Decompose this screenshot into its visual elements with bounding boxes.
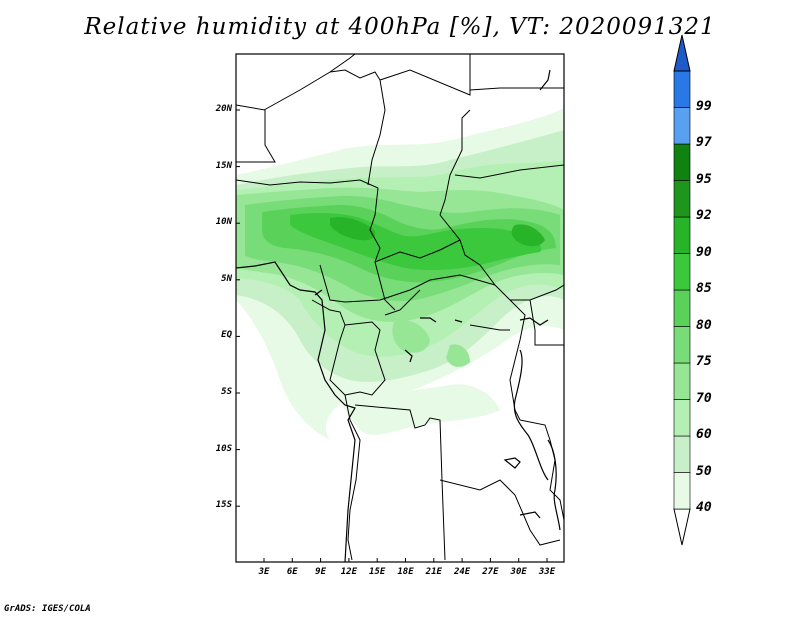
colorbar-segment <box>673 399 691 437</box>
longitude-label: 15E <box>369 567 386 577</box>
humidity-shading <box>236 108 564 440</box>
longitude-label: 33E <box>538 567 556 577</box>
colorbar-segment <box>673 216 691 254</box>
colorbar-upper-triangle <box>673 34 691 72</box>
colorbar-level-label: 60 <box>696 427 712 442</box>
longitude-label: 6E <box>286 567 298 577</box>
latitude-label: 5N <box>221 273 232 284</box>
humidity-area-92b <box>511 224 545 247</box>
humidity-area-92 <box>330 217 376 241</box>
humidity-area-75b <box>392 319 430 353</box>
grads-credit: GrADS: IGES/COLA <box>4 604 91 614</box>
humidity-area-40b <box>340 384 500 435</box>
colorbar-segment <box>673 180 691 218</box>
colorbar-level-label: 99 <box>696 98 712 114</box>
colorbar-segment <box>673 253 691 291</box>
map-title: Relative humidity at 400hPa [%], VT: 202… <box>84 14 716 40</box>
colorbar-level-label: 80 <box>696 317 712 333</box>
colorbar-level-label: 70 <box>696 390 712 406</box>
latitude-label: 10S <box>215 443 232 454</box>
colorbar-lower-triangle <box>673 508 691 546</box>
latitude-ticks <box>236 109 240 507</box>
longitude-ticks <box>263 558 548 562</box>
longitude-label: 24E <box>453 567 471 577</box>
longitude-label: 9E <box>315 567 327 577</box>
colorbar-segment <box>673 435 691 473</box>
longitude-label: 18E <box>397 567 414 577</box>
latitude-label: 20N <box>215 104 232 114</box>
map-frame <box>235 53 565 563</box>
colorbar-segment <box>673 472 691 510</box>
colorbar-level-label: 85 <box>696 281 712 296</box>
longitude-label: 30E <box>510 567 527 577</box>
longitude-label: 3E <box>258 567 270 577</box>
coastlines <box>236 69 561 562</box>
colorbar-level-label: 40 <box>696 500 712 515</box>
colorbar-segment <box>673 107 691 145</box>
colorbar-segment <box>673 70 691 108</box>
colorbar-segment <box>673 326 691 364</box>
colorbar-level-label: 97 <box>696 135 712 150</box>
longitude-label: 12E <box>340 567 358 577</box>
colorbar <box>673 34 691 546</box>
colorbar-level-label: 92 <box>696 208 712 223</box>
colorbar-level-label: 95 <box>696 171 712 187</box>
colorbar-level-label: 90 <box>696 244 712 260</box>
latitude-label: 10N <box>215 217 232 228</box>
latitude-label: 5S <box>221 387 232 397</box>
longitude-label: 21E <box>425 567 442 577</box>
humidity-area-75c <box>446 344 470 367</box>
colorbar-level-label: 75 <box>696 354 712 369</box>
latitude-label: 15N <box>215 160 232 171</box>
colorbar-segment <box>673 143 691 181</box>
latitude-label: EQ <box>221 330 232 341</box>
colorbar-segment <box>673 362 691 400</box>
country-borders <box>236 54 564 561</box>
longitude-label: 27E <box>482 567 499 577</box>
latitude-label: 15S <box>215 500 232 511</box>
colorbar-level-label: 50 <box>696 463 712 479</box>
colorbar-segment <box>673 289 691 327</box>
